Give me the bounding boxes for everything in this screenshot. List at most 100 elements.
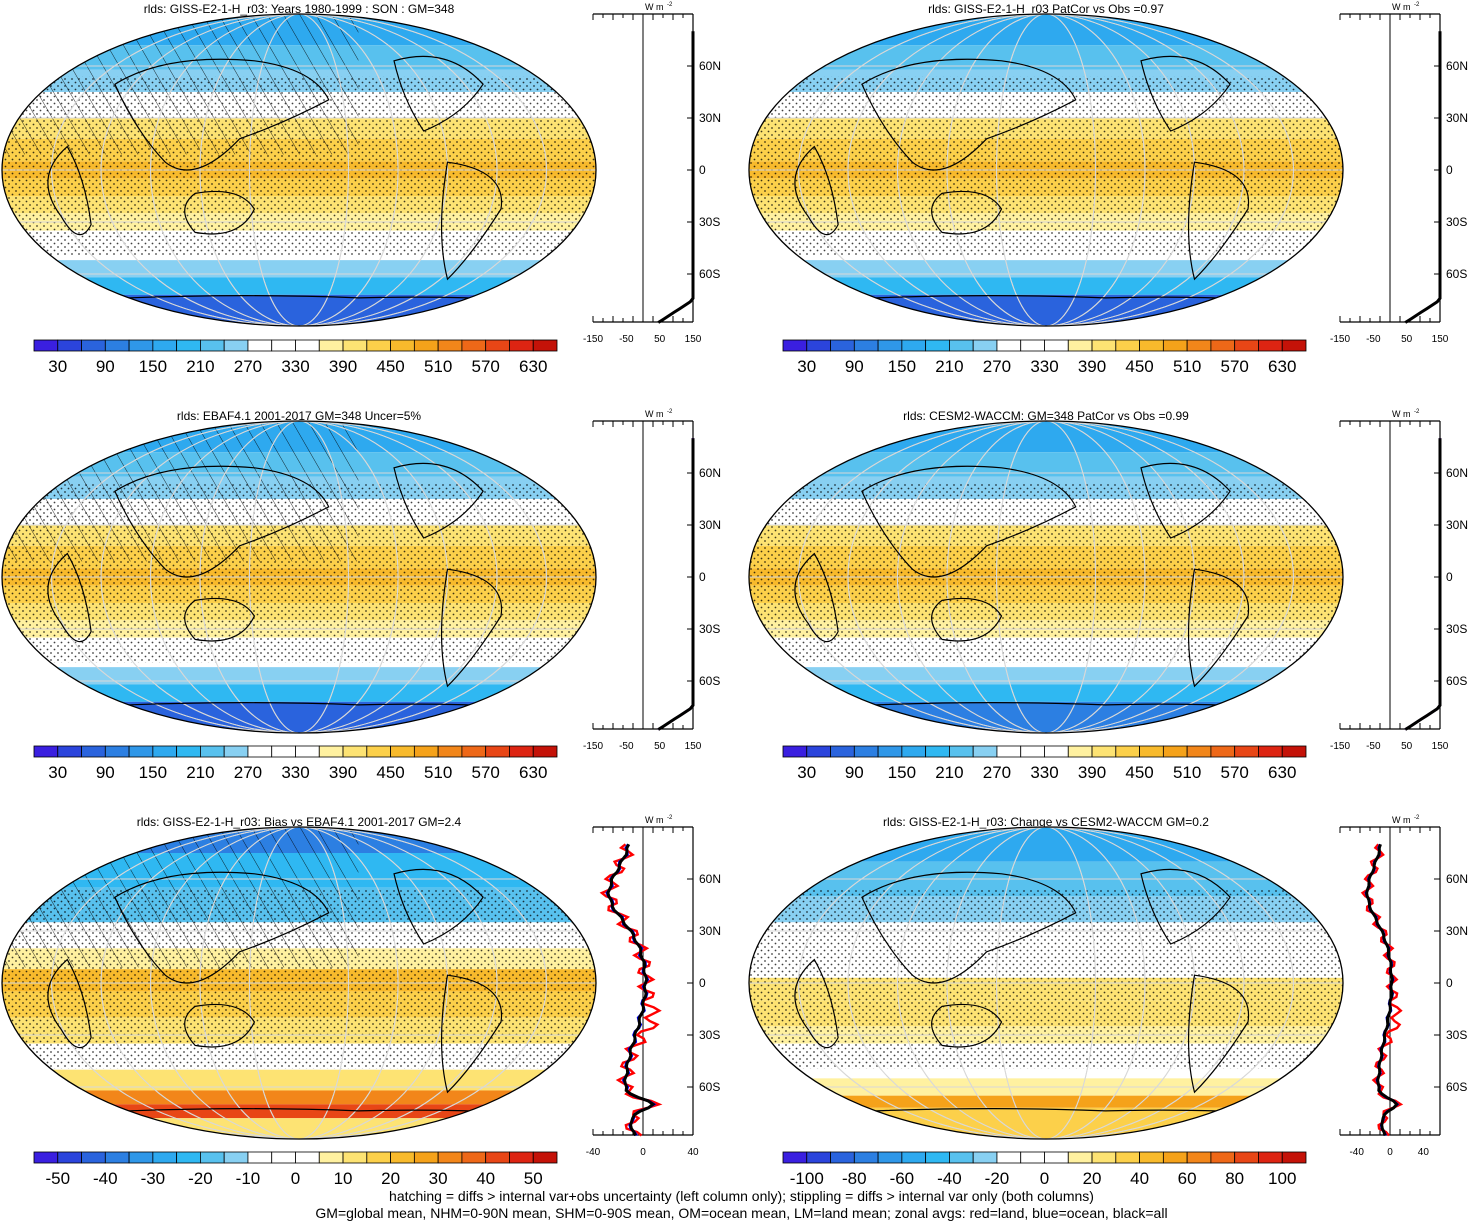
lat-band — [2, 260, 596, 278]
panel-4: rlds: CESM2-WACCM: GM=348 PatCor vs Obs … — [748, 409, 1468, 782]
colorbar-bin — [1067, 339, 1093, 352]
colorbar-label: 630 — [1268, 357, 1296, 376]
colorbar-bin — [81, 339, 106, 352]
map-border — [1, 13, 597, 327]
profile-unit-exponent: -2 — [1414, 409, 1420, 415]
colorbar-label: -40 — [93, 1169, 118, 1188]
profile-x-tick-label: 0 — [1387, 1147, 1393, 1158]
map-field — [2, 14, 596, 326]
colorbar-bin — [247, 745, 273, 758]
colorbar-label: 150 — [888, 763, 916, 782]
graticule-meridian — [897, 827, 1195, 1139]
colorbar-bin — [1115, 745, 1140, 758]
map-border — [1, 420, 597, 734]
profile-y-tick-label: 60N — [699, 59, 721, 73]
graticule-meridian — [798, 827, 1294, 1139]
lat-band — [749, 294, 1343, 326]
profile-unit: W m — [645, 815, 664, 825]
colorbar-bin — [104, 1151, 130, 1164]
colorbar-bin — [437, 745, 463, 758]
map-field — [2, 421, 596, 733]
profile-x-tick-label: 50 — [1401, 741, 1413, 752]
hatching-overlay — [2, 14, 359, 155]
lat-band — [749, 1095, 1343, 1108]
colorbar-label: 100 — [1268, 1169, 1296, 1188]
colorbar-bin — [176, 339, 201, 352]
profile-x-tick-label: 50 — [654, 741, 666, 752]
colorbar-bin — [532, 1151, 558, 1164]
colorbar: 30 90 150 210 270 330 390 450 510 570 630 — [33, 745, 558, 782]
colorbar-label: 450 — [1125, 357, 1153, 376]
colorbar-label: 510 — [1173, 357, 1201, 376]
coastline — [931, 190, 1003, 235]
graticule-meridian — [798, 14, 1294, 326]
colorbar-label: 570 — [1220, 763, 1248, 782]
graticule-meridian — [249, 14, 349, 326]
profile-y-tick-label: 30S — [699, 1028, 720, 1042]
lat-band — [749, 260, 1343, 278]
colorbar-bin — [1091, 339, 1117, 352]
panel-title: rlds: CESM2-WACCM: GM=348 PatCor vs Obs … — [903, 409, 1189, 423]
profile-unit: W m — [645, 2, 664, 12]
graticule-meridian — [100, 421, 498, 733]
colorbar-bin — [1044, 339, 1069, 352]
profile-x-tick-label: -150 — [1330, 741, 1350, 752]
colorbar-bin — [901, 745, 927, 758]
colorbar: 30 90 150 210 270 330 390 450 510 570 630 — [782, 745, 1307, 782]
coastline — [1187, 974, 1250, 1094]
colorbar-label: 510 — [424, 763, 452, 782]
panel-title: rlds: GISS-E2-1-H_r03 PatCor vs Obs =0.9… — [928, 2, 1164, 16]
graticule-meridian — [150, 827, 448, 1139]
colorbar-bin — [152, 745, 178, 758]
colorbar-bin — [877, 745, 903, 758]
lat-band — [749, 701, 1343, 733]
profile-unit: W m — [645, 409, 664, 419]
profile-unit-exponent: -2 — [1414, 815, 1420, 821]
profile-x-tick-label: -50 — [1366, 741, 1381, 752]
panel-3: rlds: EBAF4.1 2001-2017 GM=348 Uncer=5% 3… — [1, 409, 721, 782]
colorbar-bin — [1210, 1151, 1236, 1164]
profile-y-tick-label: 0 — [699, 570, 706, 584]
profile-y-tick-label: 60S — [699, 267, 720, 281]
profile-y-tick-label: 30S — [1446, 215, 1467, 229]
colorbar-bin — [972, 745, 998, 758]
lat-band — [749, 277, 1343, 295]
coastline — [114, 58, 330, 171]
colorbar: -50 -40 -30 -20 -10 0 10 20 30 40 50 — [33, 1151, 558, 1188]
colorbar-bin — [342, 1151, 368, 1164]
lat-band — [749, 684, 1343, 702]
colorbar-label: 270 — [234, 357, 262, 376]
profile-line-all — [1365, 843, 1399, 1136]
colorbar-bin — [1258, 339, 1283, 352]
colorbar-label: 390 — [1078, 763, 1106, 782]
profile-x-tick-label: -50 — [1366, 334, 1381, 345]
graticule-meridian — [249, 827, 349, 1139]
colorbar-bin — [972, 1151, 998, 1164]
colorbar-bin — [461, 1151, 487, 1164]
panel-5: rlds: GISS-E2-1-H_r03: Bias vs EBAF4.1 2… — [1, 815, 721, 1188]
zonal-profile: -150 -50 50 150 60N 30N 0 30S 60S W m -2 — [583, 2, 721, 345]
profile-x-tick-label: 40 — [1418, 1147, 1430, 1158]
colorbar-bin — [972, 339, 998, 352]
colorbar-bin — [437, 339, 463, 352]
colorbar-bin — [949, 1151, 974, 1164]
colorbar: 30 90 150 210 270 330 390 450 510 570 630 — [33, 339, 558, 376]
colorbar-bin — [949, 745, 974, 758]
colorbar-label: 270 — [983, 357, 1011, 376]
colorbar-label: 90 — [96, 763, 115, 782]
profile-y-tick-label: 60N — [699, 872, 721, 886]
colorbar-label: 450 — [376, 763, 404, 782]
colorbar-bin — [853, 745, 879, 758]
colorbar-bin — [532, 745, 558, 758]
graticule-meridian — [897, 14, 1195, 326]
graticule-meridian — [199, 421, 399, 733]
profile-line-land — [657, 438, 695, 731]
profile-y-tick-label: 0 — [1446, 570, 1453, 584]
profile-unit: W m — [1392, 409, 1411, 419]
colorbar-bin — [223, 745, 249, 758]
panel-title: rlds: EBAF4.1 2001-2017 GM=348 Uncer=5% — [177, 409, 421, 423]
profile-y-tick-label: 60N — [699, 466, 721, 480]
colorbar: -100 -80 -60 -40 -20 0 20 40 60 80 100 — [782, 1151, 1307, 1188]
colorbar-bin — [295, 745, 320, 758]
coastline — [184, 1003, 256, 1048]
